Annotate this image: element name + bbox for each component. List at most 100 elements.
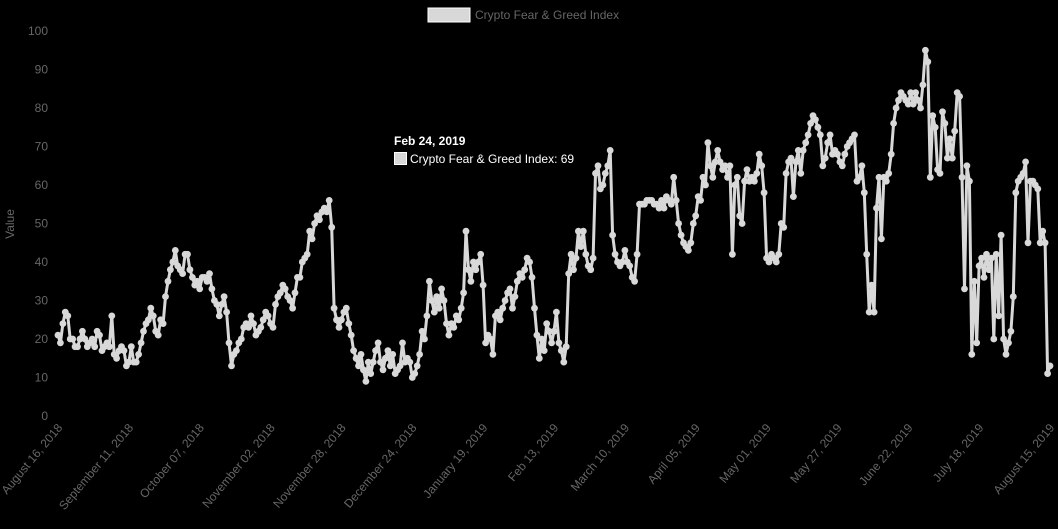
data-point[interactable] <box>137 339 145 347</box>
data-point[interactable] <box>218 301 226 308</box>
data-point[interactable] <box>685 247 692 254</box>
data-point[interactable] <box>936 170 944 177</box>
data-point[interactable] <box>396 362 404 370</box>
data-point[interactable] <box>841 150 849 158</box>
data-point[interactable] <box>826 131 834 139</box>
data-point[interactable] <box>579 227 587 235</box>
data-point[interactable] <box>455 316 463 324</box>
data-point[interactable] <box>223 308 231 316</box>
data-point[interactable] <box>289 304 296 312</box>
data-point[interactable] <box>501 297 509 304</box>
data-point[interactable] <box>196 285 204 293</box>
data-point[interactable] <box>460 289 467 297</box>
data-point[interactable] <box>904 100 912 108</box>
data-point[interactable] <box>465 266 472 274</box>
data-point[interactable] <box>838 162 846 170</box>
data-point[interactable] <box>1002 351 1010 358</box>
data-point[interactable] <box>364 358 372 366</box>
data-point[interactable] <box>807 120 814 127</box>
data-point[interactable] <box>296 274 304 281</box>
data-point[interactable] <box>570 266 577 274</box>
data-point[interactable] <box>149 312 157 320</box>
data-point[interactable] <box>582 250 590 258</box>
data-point[interactable] <box>127 343 135 351</box>
data-point[interactable] <box>479 281 487 289</box>
data-point[interactable] <box>545 327 553 335</box>
data-point[interactable] <box>633 250 641 258</box>
data-point[interactable] <box>215 312 223 320</box>
data-point[interactable] <box>611 250 619 258</box>
data-point[interactable] <box>347 331 355 339</box>
data-point[interactable] <box>445 331 453 339</box>
data-point[interactable] <box>812 116 819 123</box>
data-point[interactable] <box>990 335 998 343</box>
data-point[interactable] <box>983 250 990 258</box>
data-point[interactable] <box>228 362 235 370</box>
data-point[interactable] <box>997 231 1005 239</box>
data-point[interactable] <box>323 208 331 216</box>
data-point[interactable] <box>736 212 744 220</box>
data-point[interactable] <box>81 335 89 343</box>
data-point[interactable] <box>787 154 795 162</box>
data-point[interactable] <box>692 212 700 220</box>
data-point[interactable] <box>145 316 152 324</box>
data-point[interactable] <box>743 166 751 174</box>
data-point[interactable] <box>487 335 494 343</box>
data-point[interactable] <box>438 285 445 293</box>
data-point[interactable] <box>496 316 504 324</box>
data-point[interactable] <box>257 324 265 331</box>
data-point[interactable] <box>189 274 196 281</box>
data-point[interactable] <box>374 339 382 347</box>
data-point[interactable] <box>264 312 272 320</box>
data-point[interactable] <box>535 354 543 362</box>
data-point[interactable] <box>922 46 929 54</box>
data-point[interactable] <box>917 104 924 112</box>
data-point[interactable] <box>963 162 971 170</box>
data-point[interactable] <box>105 343 113 351</box>
data-point[interactable] <box>870 308 878 316</box>
data-point[interactable] <box>562 343 570 351</box>
data-point[interactable] <box>521 266 529 274</box>
data-point[interactable] <box>1000 335 1007 343</box>
data-point[interactable] <box>225 339 233 347</box>
data-point[interactable] <box>577 243 585 251</box>
data-point[interactable] <box>355 362 362 370</box>
data-point[interactable] <box>575 227 582 235</box>
data-point[interactable] <box>1039 227 1047 235</box>
data-point[interactable] <box>443 320 450 327</box>
data-point[interactable] <box>966 177 973 185</box>
data-point[interactable] <box>961 285 968 293</box>
data-point[interactable] <box>594 162 602 170</box>
data-point[interactable] <box>873 204 880 212</box>
data-point[interactable] <box>421 335 428 343</box>
data-point[interactable] <box>538 335 546 343</box>
data-point[interactable] <box>609 231 616 239</box>
data-point[interactable] <box>186 266 194 274</box>
data-point[interactable] <box>338 316 345 324</box>
data-point[interactable] <box>494 308 502 316</box>
data-point[interactable] <box>834 150 841 158</box>
data-point[interactable] <box>926 173 934 181</box>
data-point[interactable] <box>428 297 436 304</box>
data-point[interactable] <box>328 223 336 231</box>
data-point[interactable] <box>511 293 519 300</box>
data-point[interactable] <box>311 220 318 227</box>
data-point[interactable] <box>269 324 277 331</box>
data-point[interactable] <box>113 354 120 362</box>
legend[interactable]: Crypto Fear & Greed Index <box>427 7 619 23</box>
data-point[interactable] <box>704 139 712 147</box>
data-point[interactable] <box>985 266 993 274</box>
data-point[interactable] <box>540 347 548 354</box>
data-point[interactable] <box>760 189 768 197</box>
data-point[interactable] <box>753 170 761 177</box>
data-point[interactable] <box>528 274 536 281</box>
data-point[interactable] <box>970 277 978 285</box>
data-point[interactable] <box>907 89 915 96</box>
data-point[interactable] <box>325 197 333 204</box>
data-point[interactable] <box>64 312 72 320</box>
data-point[interactable] <box>606 147 614 154</box>
data-point[interactable] <box>729 250 736 258</box>
data-point[interactable] <box>472 266 480 274</box>
data-point[interactable] <box>868 281 875 289</box>
data-point[interactable] <box>814 123 822 131</box>
